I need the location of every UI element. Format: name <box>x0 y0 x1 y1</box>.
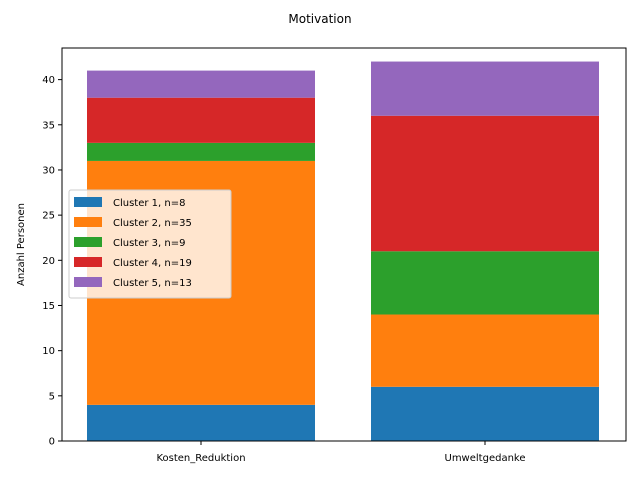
bar-segment-2-5 <box>371 61 599 116</box>
legend-entry-label: Cluster 2, n=35 <box>113 218 192 229</box>
y-tick-label: 40 <box>42 75 55 86</box>
bar-segment-1-3 <box>87 142 315 161</box>
bar-segment-1-4 <box>87 97 315 143</box>
legend-entry-label: Cluster 4, n=19 <box>113 258 192 269</box>
y-tick-label: 0 <box>49 437 55 448</box>
legend: Cluster 1, n=8 Cluster 2, n=35 Cluster 3, … <box>68 189 232 299</box>
chart-title: Motivation <box>288 12 351 26</box>
y-axis-label: Anzahl Personen <box>16 203 27 286</box>
legend-box <box>68 189 232 299</box>
y-axis: 0 5 10 15 20 25 30 35 40 <box>42 75 62 448</box>
x-tick-label: Kosten_Reduktion <box>156 453 245 464</box>
x-axis: Kosten_Reduktion Umweltgedanke <box>156 441 526 464</box>
plot-frame <box>61 47 627 442</box>
bar-segment-1-1 <box>87 404 315 441</box>
legend-swatch <box>74 197 102 207</box>
y-tick-label: 35 <box>42 120 55 131</box>
legend-swatch <box>74 277 102 287</box>
legend-entry-label: Cluster 3, n=9 <box>113 238 185 249</box>
bar-segment-2-4 <box>371 115 599 252</box>
legend-entry-label: Cluster 5, n=13 <box>113 278 192 289</box>
x-tick-label: Umweltgedanke <box>445 453 526 464</box>
bar-segment-2-2 <box>371 314 599 387</box>
y-tick-label: 25 <box>42 211 55 222</box>
y-tick-label: 15 <box>42 301 55 312</box>
y-tick-label: 30 <box>42 165 55 176</box>
legend-swatch <box>74 257 102 267</box>
bar-segment-2-3 <box>371 251 599 315</box>
bar-segment-1-5 <box>87 70 315 98</box>
y-tick-label: 5 <box>49 391 55 402</box>
legend-swatch <box>74 217 102 227</box>
legend-entry-label: Cluster 1, n=8 <box>113 198 185 209</box>
bar-segment-2-1 <box>371 386 599 441</box>
y-tick-label: 20 <box>42 256 55 267</box>
legend-swatch <box>74 237 102 247</box>
y-tick-label: 10 <box>42 346 55 357</box>
